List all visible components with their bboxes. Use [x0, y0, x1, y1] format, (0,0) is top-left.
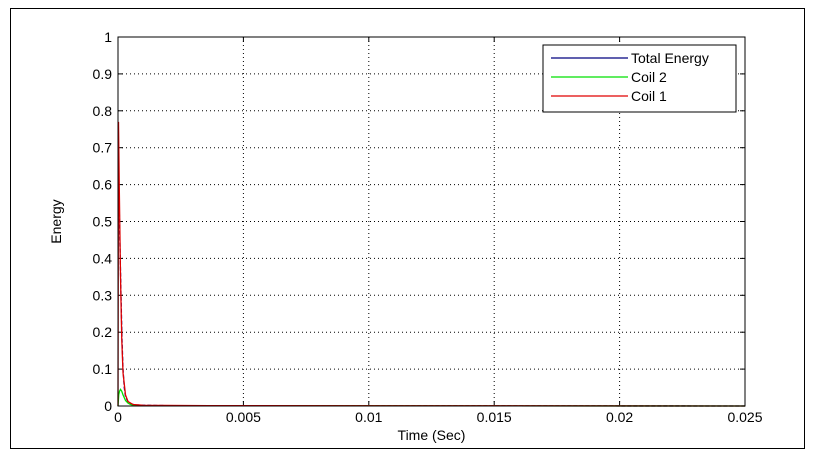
series-lines — [117, 121, 746, 407]
legend-label: Total Energy — [631, 50, 709, 66]
energy-chart: 0 0.005 0.01 0.015 0.02 0.025 0 0.1 0.2 0.3 0.4 0.… — [48, 29, 763, 443]
legend: Total Energy Coil 2 Coil 1 — [542, 44, 737, 113]
legend-label: Coil 2 — [631, 69, 667, 85]
y-tick-label: 0 — [104, 398, 112, 414]
y-tick-label: 0.2 — [93, 324, 113, 340]
y-tick-label: 0.4 — [93, 250, 113, 266]
y-tick-label: 0.9 — [93, 66, 113, 82]
x-tick-label: 0 — [114, 409, 122, 425]
legend-box — [542, 44, 737, 113]
x-tick-label: 0.025 — [727, 409, 762, 425]
axes-box — [117, 36, 746, 407]
series-line-total-energy — [118, 195, 746, 407]
figure-frame: 0 0.005 0.01 0.015 0.02 0.025 0 0.1 0.2 0.3 0.4 0.… — [10, 8, 805, 449]
y-axis-label: Energy — [48, 199, 64, 243]
y-tick-label: 1 — [104, 29, 112, 45]
x-tick-label: 0.02 — [606, 409, 633, 425]
series-line-coil-1 — [117, 121, 746, 407]
y-tick-label: 0.3 — [93, 287, 113, 303]
y-tick-label: 0.8 — [93, 103, 113, 119]
x-tick-label: 0.005 — [226, 409, 261, 425]
legend-label: Coil 1 — [631, 88, 667, 104]
x-tick-label: 0.015 — [477, 409, 512, 425]
x-axis-label: Time (Sec) — [398, 427, 466, 443]
y-tick-label: 0.6 — [93, 177, 113, 193]
y-tick-label: 0.7 — [93, 140, 113, 156]
y-tick-label: 0.5 — [93, 214, 113, 230]
series-line-coil-2 — [117, 388, 746, 407]
grid — [118, 37, 745, 406]
y-tick-label: 0.1 — [93, 361, 113, 377]
y-axis-ticks: 0 0.1 0.2 0.3 0.4 0.5 0.6 0.7 0.8 0.9 1 — [93, 29, 745, 414]
x-tick-label: 0.01 — [355, 409, 382, 425]
